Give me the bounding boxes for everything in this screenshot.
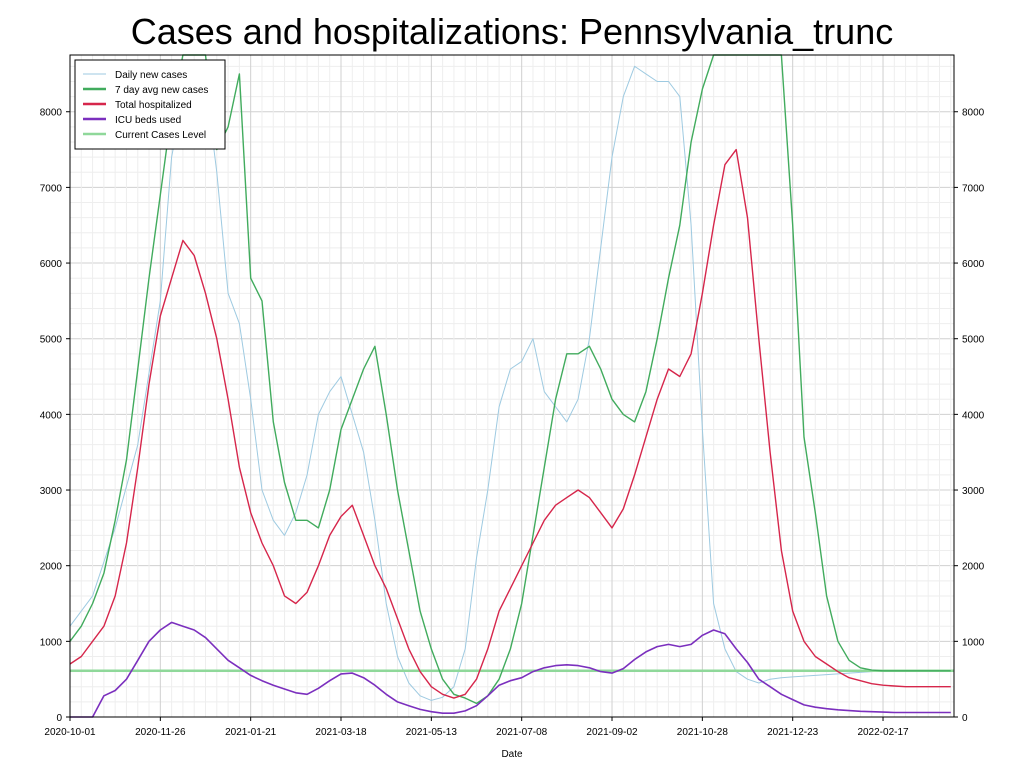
y-tick-label-right: 2000 (962, 562, 985, 573)
plot-frame (69, 54, 955, 718)
x-tick-label: 2021-12-23 (767, 727, 819, 738)
x-tick-label: 2020-11-26 (135, 727, 186, 738)
y-tick-label-left: 4000 (40, 410, 63, 421)
y-tick-label-left: 2000 (40, 562, 63, 573)
series-layer (69, 54, 954, 718)
x-tick-label: 2021-09-02 (586, 727, 638, 738)
legend-label-daily-new-cases: Daily new cases (115, 70, 187, 81)
series-line-7-day-avg-new-cases (69, 54, 951, 705)
x-axis-label: Date (501, 749, 523, 760)
y-tick-label-left: 0 (56, 713, 62, 724)
x-tick-label: 2022-02-17 (857, 727, 909, 738)
legend-label-7-day-avg-new-cases: 7 day avg new cases (115, 85, 208, 96)
x-tick-label: 2021-05-13 (406, 727, 458, 738)
legend-label-current-cases-level: Current Cases Level (115, 130, 206, 141)
y-tick-label-right: 0 (962, 713, 968, 724)
y-tick-label-right: 8000 (962, 108, 985, 119)
series-line-icu-beds-used (70, 621, 951, 718)
y-tick-label-left: 3000 (40, 486, 63, 497)
y-tick-label-right: 4000 (962, 410, 985, 421)
chart-title: Cases and hospitalizations: Pennsylvania… (131, 11, 893, 52)
legend-label-icu-beds-used: ICU beds used (115, 115, 181, 126)
x-tick-label: 2021-10-28 (677, 727, 729, 738)
y-tick-label-right: 7000 (962, 183, 985, 194)
series-line-daily-new-cases (69, 65, 951, 701)
y-tick-label-right: 5000 (962, 335, 985, 346)
y-tick-label-right: 1000 (962, 637, 985, 648)
x-tick-label: 2021-01-21 (225, 727, 277, 738)
y-tick-label-left: 1000 (40, 637, 63, 648)
axes: 0 0 1000 1000 2000 2000 3000 3000 4000 4000 5000 50… (40, 108, 985, 738)
legend: Daily new cases 7 day avg new cases Total … (74, 59, 226, 150)
grid (69, 55, 954, 718)
y-tick-label-left: 5000 (40, 335, 63, 346)
y-tick-label-right: 6000 (962, 259, 985, 270)
legend-label-total-hospitalized: Total hospitalized (115, 100, 192, 111)
y-tick-label-left: 7000 (40, 183, 63, 194)
x-tick-label: 2020-10-01 (44, 727, 96, 738)
y-tick-label-right: 3000 (962, 486, 985, 497)
y-tick-label-left: 8000 (40, 108, 63, 119)
x-tick-label: 2021-03-18 (315, 727, 367, 738)
series-line-total-hospitalized (69, 148, 951, 699)
x-tick-label: 2021-07-08 (496, 727, 548, 738)
y-tick-label-left: 6000 (40, 259, 63, 270)
